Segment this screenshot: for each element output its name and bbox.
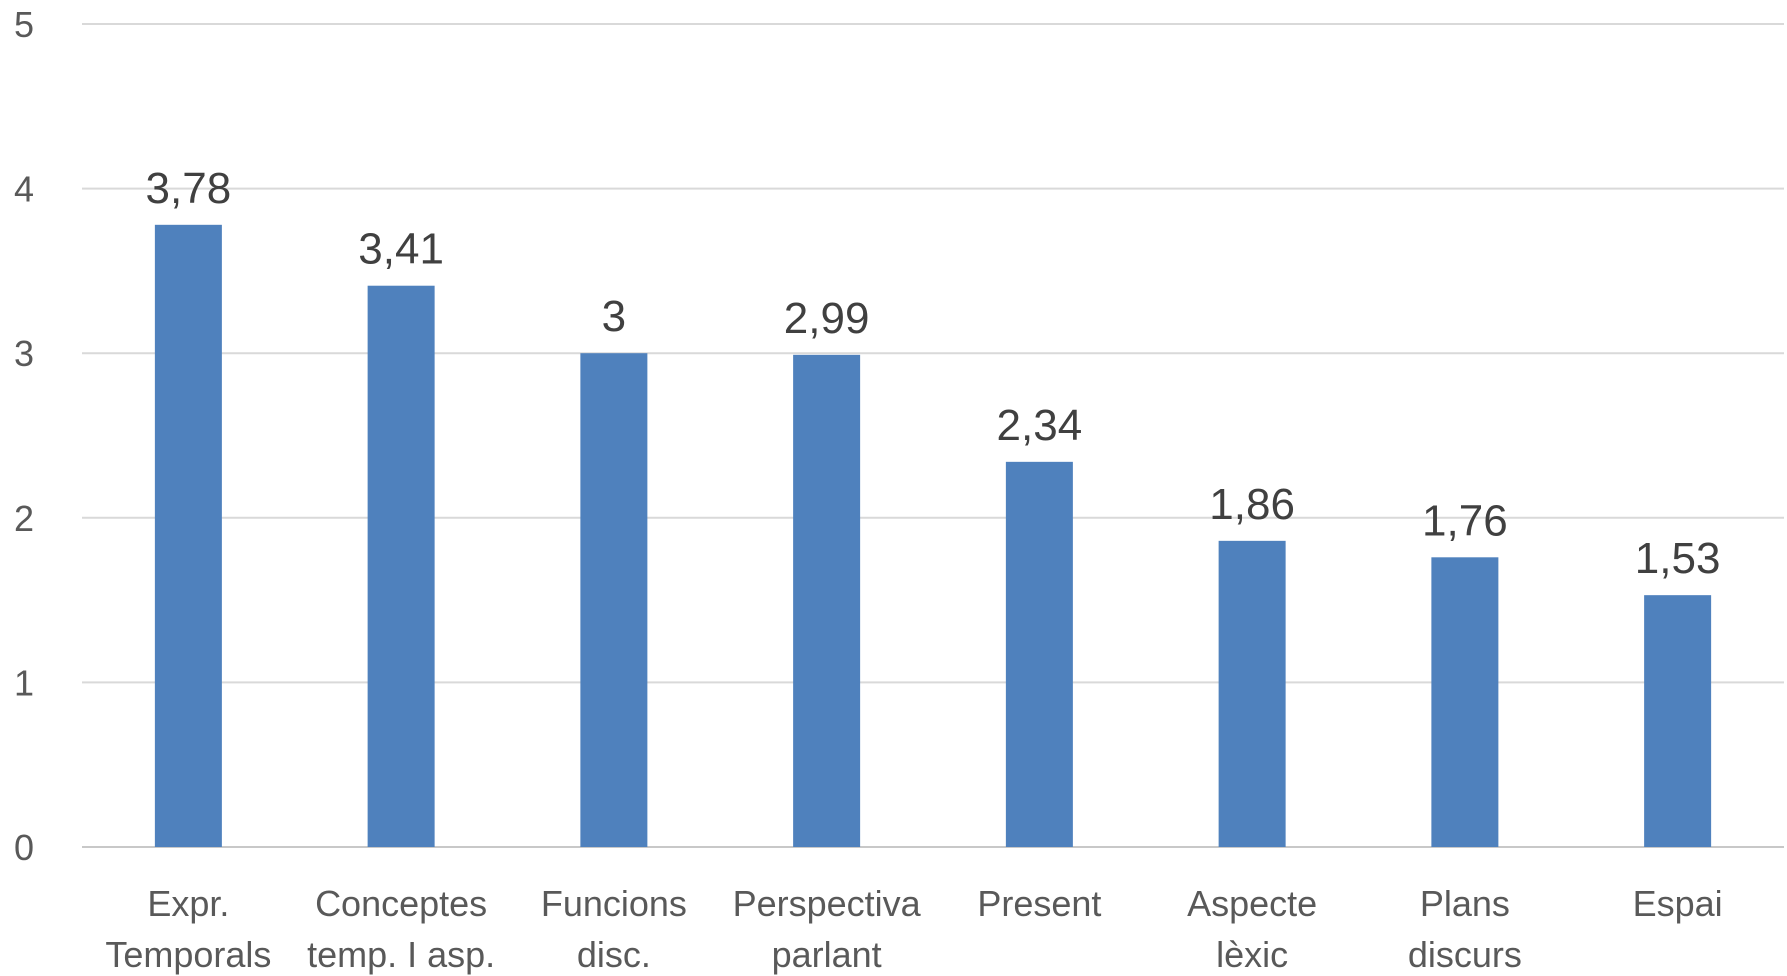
x-tick-label: Funcions disc. bbox=[541, 883, 687, 975]
x-tick-label-line: Plans bbox=[1420, 883, 1510, 924]
x-tick-label-line: discurs bbox=[1408, 934, 1522, 975]
y-tick-label: 5 bbox=[14, 4, 34, 45]
data-labels: 3,78 3,41 3 2,99 2,34 1,86 1,76 1,53 bbox=[146, 164, 1721, 583]
data-label: 2,99 bbox=[784, 294, 870, 343]
bar bbox=[367, 285, 435, 847]
x-tick-label-line: disc. bbox=[577, 934, 651, 975]
y-tick-label: 3 bbox=[14, 333, 34, 374]
data-label: 3,78 bbox=[146, 164, 232, 213]
x-tick-label-line: Espai bbox=[1633, 883, 1723, 924]
gridlines bbox=[82, 23, 1784, 848]
bar bbox=[580, 353, 648, 847]
bar bbox=[1431, 557, 1499, 847]
x-tick-label-line: Perspectiva bbox=[733, 883, 922, 924]
x-tick-label-line: parlant bbox=[772, 934, 882, 975]
y-tick-label: 1 bbox=[14, 662, 34, 703]
bar bbox=[1218, 540, 1286, 847]
y-tick-label: 4 bbox=[14, 169, 34, 210]
bar bbox=[1005, 461, 1073, 847]
x-tick-label-line: Conceptes bbox=[315, 883, 487, 924]
y-tick-label: 2 bbox=[14, 498, 34, 539]
data-label: 3,41 bbox=[358, 225, 444, 274]
x-tick-label: Aspecte lèxic bbox=[1187, 883, 1317, 975]
bar bbox=[1644, 595, 1712, 847]
bar bbox=[154, 224, 222, 847]
data-label: 1,53 bbox=[1635, 534, 1721, 583]
bars bbox=[154, 224, 1712, 847]
y-tick-label: 0 bbox=[14, 827, 34, 868]
bar bbox=[793, 354, 861, 847]
x-axis-ticks: Expr. Temporals Conceptes temp. I asp. Funci… bbox=[105, 883, 1722, 975]
x-tick-label-line: Funcions bbox=[541, 883, 687, 924]
x-tick-label-line: Aspecte bbox=[1187, 883, 1317, 924]
data-label: 3 bbox=[602, 292, 626, 341]
x-tick-label: Conceptes temp. I asp. bbox=[307, 883, 495, 975]
x-tick-label-line: lèxic bbox=[1216, 934, 1288, 975]
data-label: 1,76 bbox=[1422, 496, 1508, 545]
x-tick-label: Expr. Temporals bbox=[105, 883, 271, 975]
x-tick-label: Espai bbox=[1633, 883, 1723, 924]
data-label: 1,86 bbox=[1209, 480, 1295, 529]
data-label: 2,34 bbox=[997, 401, 1083, 450]
y-axis-ticks: 0 1 2 3 4 5 bbox=[14, 4, 34, 868]
x-tick-label: Perspectiva parlant bbox=[733, 883, 922, 975]
x-tick-label-line: Temporals bbox=[105, 934, 271, 975]
x-tick-label-line: Expr. bbox=[147, 883, 229, 924]
x-tick-label: Present bbox=[977, 883, 1101, 924]
x-tick-label: Plans discurs bbox=[1408, 883, 1522, 975]
x-tick-label-line: temp. I asp. bbox=[307, 934, 495, 975]
x-tick-label-line: Present bbox=[977, 883, 1101, 924]
